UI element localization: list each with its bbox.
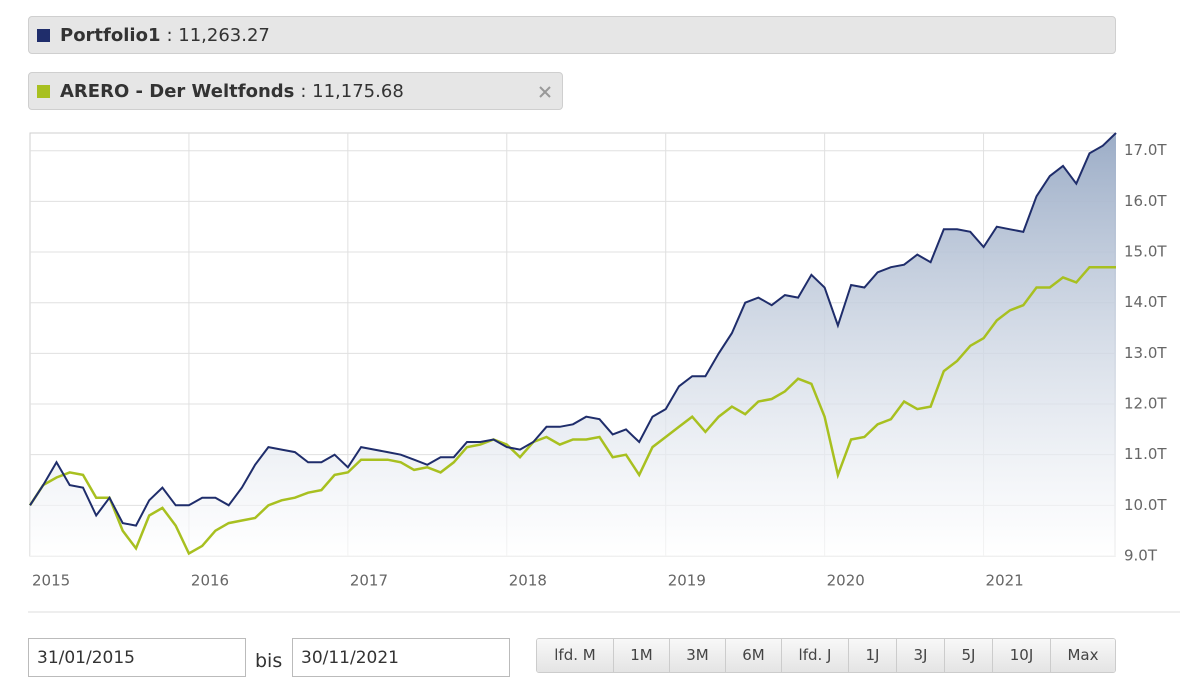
range-buttons: lfd. M 1M 3M 6M lfd. J 1J 3J 5J 10J Max <box>536 638 1116 673</box>
y-tick-label: 9.0T <box>1124 547 1158 565</box>
range-button[interactable]: 10J <box>992 639 1050 672</box>
range-button[interactable]: 1M <box>613 639 669 672</box>
y-tick-label: 12.0T <box>1124 395 1167 413</box>
date-separator: bis <box>255 650 283 672</box>
range-button[interactable]: lfd. M <box>537 639 613 672</box>
range-button[interactable]: 6M <box>725 639 781 672</box>
range-button[interactable]: 5J <box>944 639 992 672</box>
area <box>30 133 1116 556</box>
range-button[interactable]: 1J <box>848 639 896 672</box>
close-icon[interactable] <box>538 85 552 99</box>
y-tick-label: 16.0T <box>1124 192 1167 210</box>
x-tick-label: 2017 <box>350 572 388 590</box>
range-button[interactable]: 3J <box>896 639 944 672</box>
legend-value: 11,263.27 <box>178 24 270 46</box>
date-from[interactable]: 31/01/2015 <box>28 638 246 677</box>
range-button[interactable]: lfd. J <box>781 639 848 672</box>
legend-value: 11,175.68 <box>312 80 404 102</box>
range-button[interactable]: Max <box>1050 639 1115 672</box>
legend-entry: Portfolio1: 11,263.27 <box>28 16 1116 54</box>
legend-entry: ARERO - Der Weltfonds: 11,175.68 <box>28 72 563 110</box>
y-tick-label: 14.0T <box>1124 293 1167 311</box>
y-tick-label: 17.0T <box>1124 141 1167 159</box>
y-tick-label: 13.0T <box>1124 344 1167 362</box>
x-tick-label: 2021 <box>986 572 1024 590</box>
range-button[interactable]: 3M <box>669 639 725 672</box>
x-tick-label: 2016 <box>191 572 229 590</box>
legend-name: Portfolio1 <box>60 24 161 46</box>
legend-swatch <box>37 84 50 98</box>
x-tick-label: 2015 <box>32 572 70 590</box>
date-to[interactable]: 30/11/2021 <box>292 638 510 677</box>
x-tick-label: 2020 <box>827 572 865 590</box>
x-tick-label: 2018 <box>509 572 547 590</box>
legend-name: ARERO - Der Weltfonds <box>60 80 295 102</box>
y-tick-label: 10.0T <box>1124 496 1167 514</box>
y-tick-label: 11.0T <box>1124 445 1167 463</box>
y-tick-label: 15.0T <box>1124 243 1167 261</box>
line <box>29 132 1117 527</box>
x-tick-label: 2019 <box>668 572 706 590</box>
line <box>28 265 1116 556</box>
legend-swatch <box>37 28 50 42</box>
